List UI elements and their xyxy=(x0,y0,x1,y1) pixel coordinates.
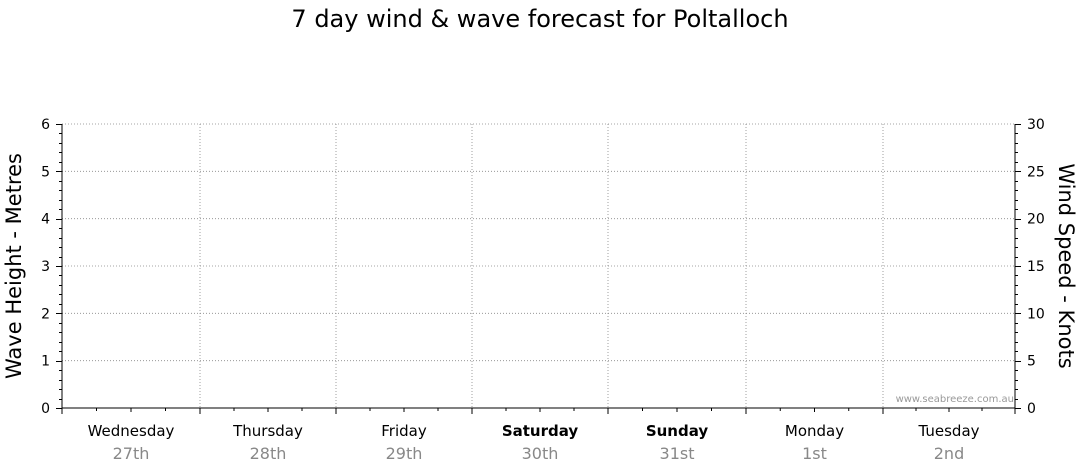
y-axis-right-title: Wind Speed - Knots xyxy=(1054,163,1078,368)
chart-title: 7 day wind & wave forecast for Poltalloc… xyxy=(291,5,789,33)
day-name-label: Saturday xyxy=(502,422,579,440)
day-date-label: 2nd xyxy=(934,444,964,463)
y-right-tick-label: 25 xyxy=(1027,164,1045,180)
y-right-tick-label: 10 xyxy=(1027,306,1045,322)
day-name-label: Wednesday xyxy=(88,422,175,440)
day-name-label: Thursday xyxy=(232,422,303,440)
watermark-text: www.seabreeze.com.au xyxy=(896,394,1014,405)
y-left-tick-label: 0 xyxy=(41,401,50,417)
y-right-tick-label: 30 xyxy=(1027,117,1045,133)
y-left-tick-label: 6 xyxy=(41,117,50,133)
y-left-tick-label: 2 xyxy=(41,306,50,322)
grid-lines xyxy=(62,123,1015,408)
day-date-label: 30th xyxy=(522,444,559,463)
y-left-tick-label: 4 xyxy=(41,212,50,228)
axes xyxy=(56,124,1021,414)
y-left-tick-label: 5 xyxy=(41,164,50,180)
day-date-label: 28th xyxy=(250,444,287,463)
y-right-tick-label: 20 xyxy=(1027,212,1045,228)
day-name-label: Sunday xyxy=(646,422,709,440)
y-right-tick-label: 0 xyxy=(1027,401,1036,417)
day-date-label: 31st xyxy=(660,444,695,463)
y-right-tick-label: 15 xyxy=(1027,259,1045,275)
axis-labels: Wednesday 27th Thursday 28th Friday 29th Satur… xyxy=(41,117,1045,463)
y-right-tick-label: 5 xyxy=(1027,354,1036,370)
y-left-tick-label: 3 xyxy=(41,259,50,275)
day-date-label: 27th xyxy=(113,444,150,463)
day-name-label: Friday xyxy=(381,422,427,440)
day-name-label: Tuesday xyxy=(917,422,979,440)
y-left-tick-label: 1 xyxy=(41,354,50,370)
y-axis-left-title: Wave Height - Metres xyxy=(2,153,26,379)
day-date-label: 29th xyxy=(386,444,423,463)
day-date-label: 1st xyxy=(802,444,827,463)
day-name-label: Monday xyxy=(785,422,844,440)
